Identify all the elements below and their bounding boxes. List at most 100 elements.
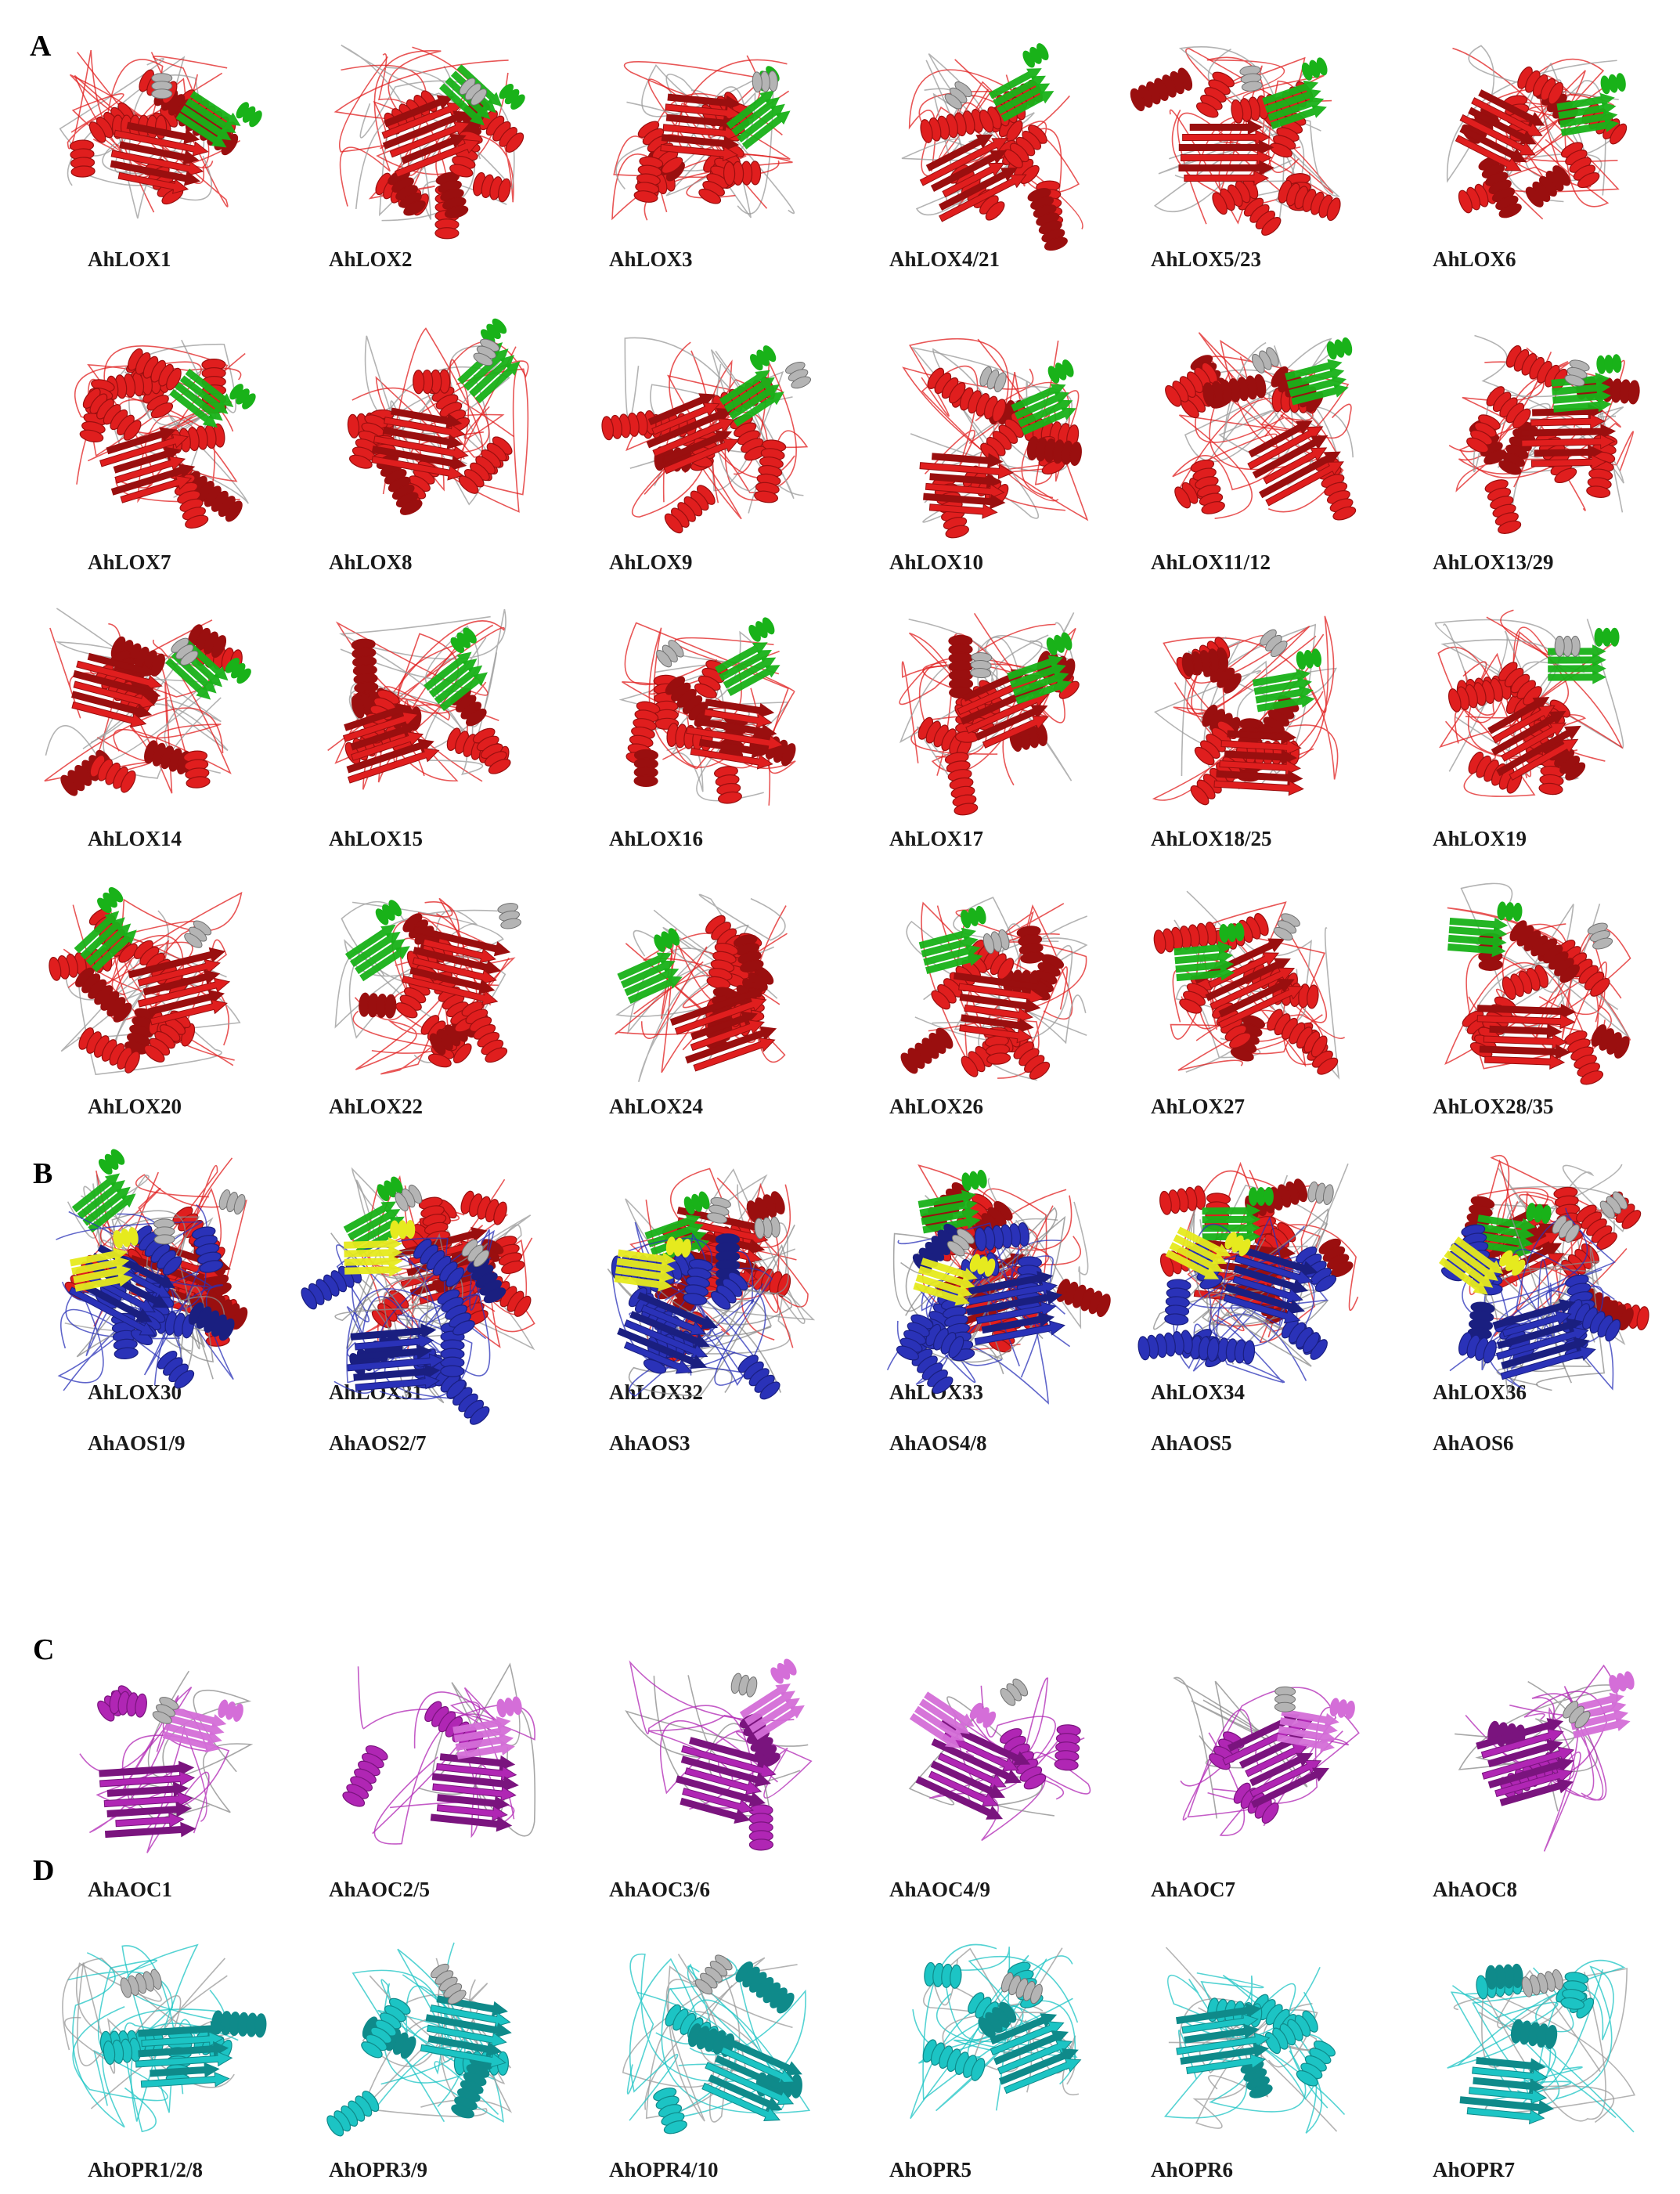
protein-structure-image <box>334 897 521 1075</box>
beta-sheet <box>420 1995 512 2068</box>
loop-coil <box>1481 1972 1606 2122</box>
structure-caption: AhAOC2/5 <box>329 1878 431 1901</box>
loop-coil <box>899 619 1043 744</box>
alpha-helix <box>1212 176 1259 215</box>
alpha-helix <box>361 1997 411 2059</box>
alpha-helix <box>633 156 664 203</box>
linker-helix <box>1521 1968 1563 1997</box>
ribbon-model <box>908 1677 1091 1842</box>
protein-structure-image <box>601 337 811 534</box>
protein-structure-image <box>611 55 795 221</box>
ribbon-model <box>301 1220 507 1425</box>
structure-panel: AhOPR5 <box>858 1911 1124 2185</box>
structure-caption: AhAOS6 <box>1433 1431 1514 1455</box>
structure-caption: AhLOX17 <box>889 827 984 850</box>
loop-coil <box>980 1685 1065 1800</box>
loop-coil <box>908 69 1018 171</box>
structure-caption: AhLOX5/23 <box>1151 247 1262 271</box>
structure-caption: AhLOX16 <box>609 827 704 850</box>
alpha-helix <box>1153 922 1217 954</box>
alpha-helix <box>1560 1972 1589 2010</box>
alpha-helix <box>157 1351 195 1389</box>
beta-sheet <box>99 427 196 503</box>
linker-helix <box>1307 1181 1334 1206</box>
ribbon-model <box>910 1943 1082 2120</box>
protein-structure-image <box>1163 1947 1346 2134</box>
alpha-helix <box>348 414 388 469</box>
linker-helix <box>1554 635 1581 657</box>
alpha-helix <box>467 1257 507 1304</box>
accessory-domain <box>71 1149 136 1233</box>
accessory-domain <box>1276 1698 1355 1752</box>
ribbon-model <box>49 887 243 1076</box>
linker-helix <box>785 361 811 389</box>
linker-helix <box>1599 1191 1628 1219</box>
loop-coil <box>1526 1686 1607 1801</box>
loop-coil <box>1468 923 1631 1039</box>
protein-structure-image <box>622 1953 811 2134</box>
beta-sheet <box>1476 1718 1575 1806</box>
structure-caption: AhLOX19 <box>1433 827 1527 850</box>
alpha-helix <box>1267 1009 1328 1058</box>
structure-caption: AhLOX36 <box>1433 1380 1527 1404</box>
alpha-helix <box>601 410 657 441</box>
beta-sheet <box>1223 1244 1318 1324</box>
loop-coil <box>367 1184 508 1276</box>
linker-helix <box>1252 347 1279 373</box>
ribbon-model <box>611 55 795 221</box>
ribbon-model <box>333 44 525 240</box>
alpha-helix <box>388 169 426 216</box>
alpha-helix <box>900 1027 954 1074</box>
panel-label-C: C <box>33 1633 55 1666</box>
alpha-helix <box>653 2088 687 2134</box>
protein-structure-image <box>74 339 256 529</box>
structure-panel: AhLOX9 <box>578 301 844 577</box>
alpha-helix <box>78 1027 140 1074</box>
structure-panel: AhLOX17 <box>858 579 1124 853</box>
linker-helix <box>153 1218 175 1245</box>
beta-sheet <box>1178 119 1274 186</box>
alpha-helix <box>1564 1030 1604 1085</box>
beta-sheet <box>1459 2056 1555 2125</box>
structure-panel: AhAOS6 <box>1401 1171 1667 1458</box>
protein-structure-image <box>1137 1207 1337 1384</box>
accessory-domain <box>175 91 262 148</box>
structure-panel: AhLOX5/23 <box>1119 20 1386 274</box>
loop-coil <box>1195 392 1344 513</box>
alpha-helix <box>435 171 469 218</box>
loop-coil <box>1167 1974 1346 2116</box>
loop-coil <box>1206 1272 1323 1367</box>
linker-helix <box>218 1189 246 1215</box>
linker-helix <box>1000 1972 1043 2005</box>
ribbon-model <box>618 617 796 806</box>
protein-structure-image <box>1438 1203 1621 1395</box>
beta-sheet <box>71 652 163 728</box>
loop-coil <box>113 639 232 774</box>
linker-helix <box>473 338 500 366</box>
alpha-helix <box>89 754 136 793</box>
structure-caption: AhAOC4/9 <box>889 1878 991 1901</box>
loop-coil <box>633 933 781 1015</box>
accessory-domain <box>1252 648 1321 713</box>
beta-sheet <box>110 121 209 194</box>
linker-helix <box>656 640 684 668</box>
structure-panel: AhLOX11/12 <box>1119 301 1386 577</box>
structure-caption: AhLOX18/25 <box>1151 827 1272 850</box>
alpha-helix <box>1484 479 1522 534</box>
alpha-helix <box>1498 662 1542 705</box>
protein-structure-image <box>886 1207 1071 1405</box>
alpha-helix <box>1027 188 1068 251</box>
protein-structure-image <box>1446 45 1628 220</box>
accessory-domain <box>1438 1236 1526 1295</box>
beta-sheet <box>1193 938 1304 1029</box>
ribbon-model <box>334 897 521 1075</box>
protein-structure-image <box>79 1670 254 1853</box>
beta-sheet <box>1176 2002 1271 2074</box>
alpha-helix <box>723 161 762 186</box>
alpha-helix <box>633 749 659 788</box>
linker-helix <box>184 920 212 948</box>
protein-structure-image <box>618 617 796 806</box>
accessory-domain <box>614 1236 691 1292</box>
protein-structure-image <box>615 893 788 1082</box>
